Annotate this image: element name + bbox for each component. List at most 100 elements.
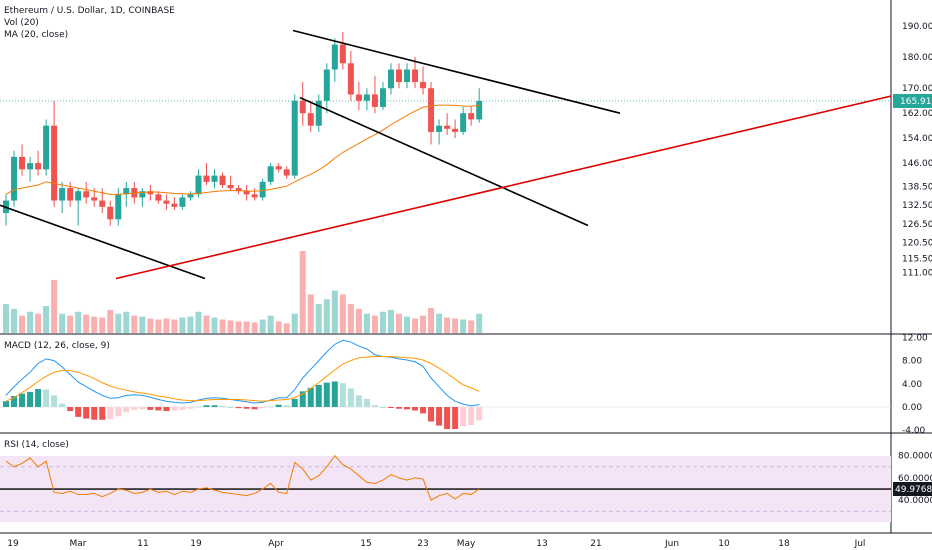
candle-body: [452, 128, 459, 132]
macd-histogram-bar: [3, 401, 9, 407]
ma-line: [5, 104, 480, 195]
macd-histogram-bar: [131, 407, 138, 410]
rsi-tick-label: 80.0000: [898, 452, 932, 462]
macd-histogram-bar: [147, 407, 154, 410]
macd-histogram-bar: [460, 407, 467, 427]
macd-histogram-bar: [315, 384, 322, 407]
macd-histogram-bar: [43, 389, 50, 407]
macd-histogram-bar: [307, 387, 314, 407]
candle-body: [83, 191, 90, 198]
candle-layer: [3, 32, 483, 226]
volume-bar: [363, 313, 370, 333]
macd-histogram-bar: [35, 389, 42, 407]
rsi-legend: RSI (14, close): [4, 440, 69, 450]
candle-body: [339, 44, 346, 64]
volume-bar: [195, 311, 202, 333]
volume-bar: [211, 317, 218, 333]
volume-bar: [379, 311, 386, 333]
macd-histogram-bar: [468, 407, 475, 425]
volume-bar: [412, 318, 419, 333]
candle-body: [251, 194, 258, 198]
candle-body: [395, 69, 402, 82]
candle-body: [323, 69, 330, 101]
volume-bar: [251, 322, 258, 333]
last-price-text: 165.91: [900, 97, 932, 107]
volume-bar: [468, 320, 475, 333]
candle-body: [468, 113, 475, 120]
volume-bar: [291, 313, 298, 333]
macd-histogram-bar: [19, 393, 26, 407]
candle-body: [412, 69, 419, 82]
volume-bar: [460, 319, 467, 333]
price-tick-label: 154.00: [902, 134, 932, 144]
macd-histogram-bar: [99, 407, 106, 420]
volume-bar: [235, 321, 242, 333]
volume-bar: [275, 321, 282, 333]
volume-bar: [428, 307, 435, 333]
macd-histogram-bar: [195, 406, 202, 408]
wedge-lower-trendline: [299, 96, 589, 227]
volume-bar: [371, 315, 378, 333]
macd-histogram-bar: [115, 407, 122, 417]
time-tick-label: Jul: [854, 539, 866, 549]
volume-bar: [35, 313, 42, 333]
volume-bar: [203, 315, 210, 333]
volume-bar: [147, 318, 154, 333]
volume-bar: [27, 311, 34, 333]
candle-body: [444, 125, 451, 129]
candle-body: [227, 184, 234, 189]
macd-histogram-bar: [339, 383, 346, 407]
candle-body: [147, 191, 154, 195]
macd-histogram-bar: [203, 405, 210, 407]
macd-histogram-bar: [476, 407, 483, 421]
macd-histogram-bar: [59, 403, 66, 407]
time-tick-label: 15: [360, 539, 371, 549]
macd-histogram-bar: [91, 407, 98, 420]
volume-bar: [3, 304, 9, 333]
volume-bar: [59, 313, 66, 333]
candle-body: [171, 203, 178, 207]
candle-body: [371, 94, 378, 107]
volume-bar: [43, 305, 50, 333]
macd-histogram-bar: [155, 407, 162, 411]
macd-histogram-bar: [404, 407, 410, 410]
macd-histogram-bar: [323, 382, 330, 407]
time-tick-label: 19: [7, 539, 19, 549]
volume-bar: [51, 279, 58, 333]
candle-body: [235, 188, 242, 192]
candle-body: [331, 44, 338, 70]
volume-bar: [331, 290, 338, 333]
volume-bar: [243, 321, 250, 333]
volume-bar: [179, 317, 186, 333]
macd-histogram-bar: [299, 391, 306, 407]
price-axis[interactable]: 190.00 180.00 170.00 162.00 154.00 146.00 138.…: [898, 22, 932, 506]
volume-bar: [91, 316, 98, 333]
time-tick-label: 19: [190, 539, 202, 549]
candle-body: [283, 169, 290, 176]
trendline-layer[interactable]: [0, 29, 892, 280]
macd-line: [5, 339, 480, 407]
time-axis[interactable]: 19 Mar 11 19 Apr 15 23 May 13 21 Jun 10 18 Jul: [7, 539, 865, 549]
candle-body: [155, 194, 162, 201]
price-tick-label: 138.50: [902, 183, 932, 193]
price-tick-label: 146.00: [902, 159, 932, 169]
macd-histogram-bar: [387, 407, 394, 408]
candle-body: [460, 113, 467, 132]
symbol-title: Ethereum / U.S. Dollar, 1D, COINBASE: [4, 6, 175, 16]
price-tick-label: 120.50: [902, 239, 932, 249]
price-tick-label: 170.00: [902, 84, 932, 94]
candle-body: [243, 191, 250, 195]
volume-bar: [99, 317, 106, 333]
macd-histogram-bar: [11, 395, 18, 407]
volume-legend: Vol (20): [4, 18, 39, 28]
macd-histogram-bar: [51, 395, 58, 407]
macd-histogram-bar: [275, 404, 282, 407]
time-tick-label: Apr: [268, 539, 284, 549]
candle-body: [307, 113, 314, 126]
price-tick-label: 190.00: [902, 22, 932, 32]
price-tick-label: 180.00: [902, 53, 932, 63]
macd-histogram-bar: [412, 407, 419, 411]
macd-histogram-bar: [444, 407, 451, 430]
volume-bar: [67, 315, 74, 333]
